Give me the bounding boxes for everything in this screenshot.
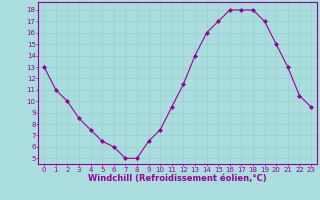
X-axis label: Windchill (Refroidissement éolien,°C): Windchill (Refroidissement éolien,°C) — [88, 174, 267, 183]
